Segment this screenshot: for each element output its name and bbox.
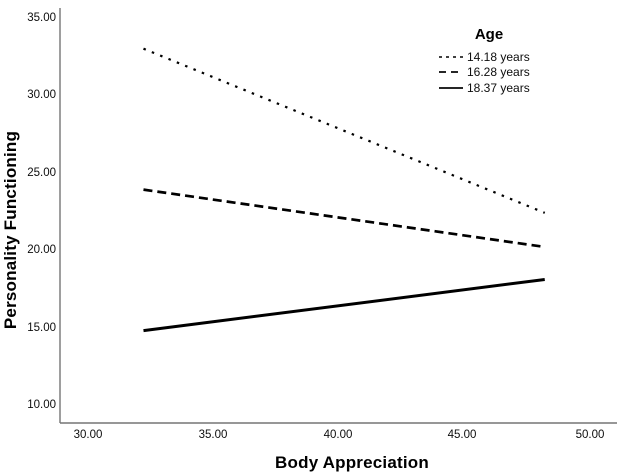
x-tick-label: 50.00 bbox=[575, 429, 605, 441]
series-line-dotted bbox=[143, 47, 546, 214]
dotted-line-sample-icon bbox=[439, 55, 463, 58]
legend-label: 18.37 years bbox=[467, 80, 530, 95]
y-tick-label: 30.00 bbox=[27, 89, 56, 101]
legend-title: Age bbox=[474, 26, 504, 43]
y-tick-label: 10.00 bbox=[27, 399, 56, 411]
solid-line-sample-icon bbox=[439, 86, 463, 89]
y-tick-label: 20.00 bbox=[27, 244, 56, 256]
dashed-line-sample-icon bbox=[439, 71, 463, 74]
legend: Age 14.18 years 16.28 years 18.37 years bbox=[424, 26, 564, 96]
legend-item: 18.37 years bbox=[424, 80, 564, 96]
y-tick-label: 25.00 bbox=[27, 167, 56, 179]
series-line-dashed bbox=[143, 188, 545, 249]
legend-label: 14.18 years bbox=[467, 49, 530, 64]
y-tick-label: 35.00 bbox=[27, 12, 56, 24]
series-lines bbox=[143, 47, 546, 333]
series-line-solid bbox=[143, 277, 545, 333]
x-tick-label: 30.00 bbox=[73, 429, 103, 441]
legend-item: 16.28 years bbox=[424, 65, 564, 81]
legend-label: 16.28 years bbox=[467, 65, 530, 80]
x-tick-label: 35.00 bbox=[198, 429, 228, 441]
x-tick-label: 45.00 bbox=[447, 429, 477, 441]
x-axis-title: Body Appreciation bbox=[275, 453, 429, 472]
legend-item: 14.18 years bbox=[424, 49, 564, 65]
y-tick-label: 15.00 bbox=[27, 322, 56, 334]
y-axis-title: Personality Functioning bbox=[1, 130, 20, 330]
x-tick-label: 40.00 bbox=[323, 429, 353, 441]
